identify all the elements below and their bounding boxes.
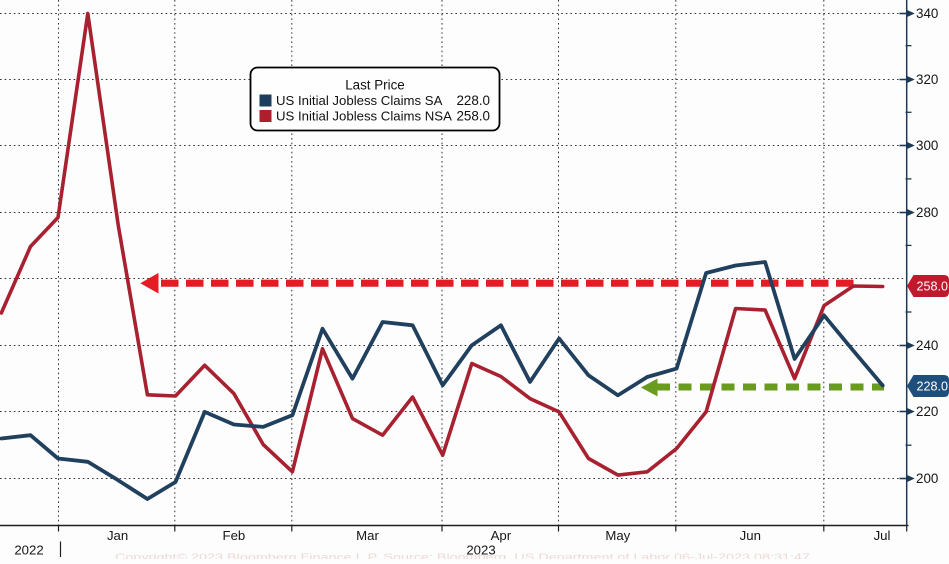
svg-text:340: 340 (916, 6, 938, 21)
svg-text:Mar: Mar (356, 528, 379, 543)
svg-text:Jul: Jul (874, 528, 891, 543)
svg-text:280: 280 (916, 205, 938, 220)
svg-text:2023: 2023 (466, 543, 495, 558)
svg-text:228.0: 228.0 (456, 93, 490, 108)
svg-text:2022: 2022 (14, 543, 43, 558)
svg-text:US Initial Jobless Claims SA: US Initial Jobless Claims SA (276, 93, 443, 108)
svg-text:200: 200 (916, 471, 938, 486)
svg-text:Last Price: Last Price (345, 78, 405, 93)
svg-text:220: 220 (916, 404, 938, 419)
svg-text:300: 300 (916, 138, 938, 153)
svg-text:240: 240 (916, 338, 938, 353)
svg-text:228.0: 228.0 (917, 380, 949, 394)
svg-text:258.0: 258.0 (456, 108, 490, 123)
svg-text:Jun: Jun (740, 528, 761, 543)
svg-text:Jan: Jan (107, 528, 128, 543)
svg-text:Apr: Apr (491, 528, 512, 543)
svg-text:May: May (605, 528, 630, 543)
svg-text:Copyright© 2023 Bloomberg Fina: Copyright© 2023 Bloomberg Finance L.P. S… (115, 552, 810, 559)
svg-text:258.0: 258.0 (917, 280, 949, 294)
svg-text:US Initial Jobless Claims NSA: US Initial Jobless Claims NSA (276, 108, 452, 123)
svg-text:320: 320 (916, 72, 938, 87)
svg-text:Feb: Feb (223, 528, 246, 543)
